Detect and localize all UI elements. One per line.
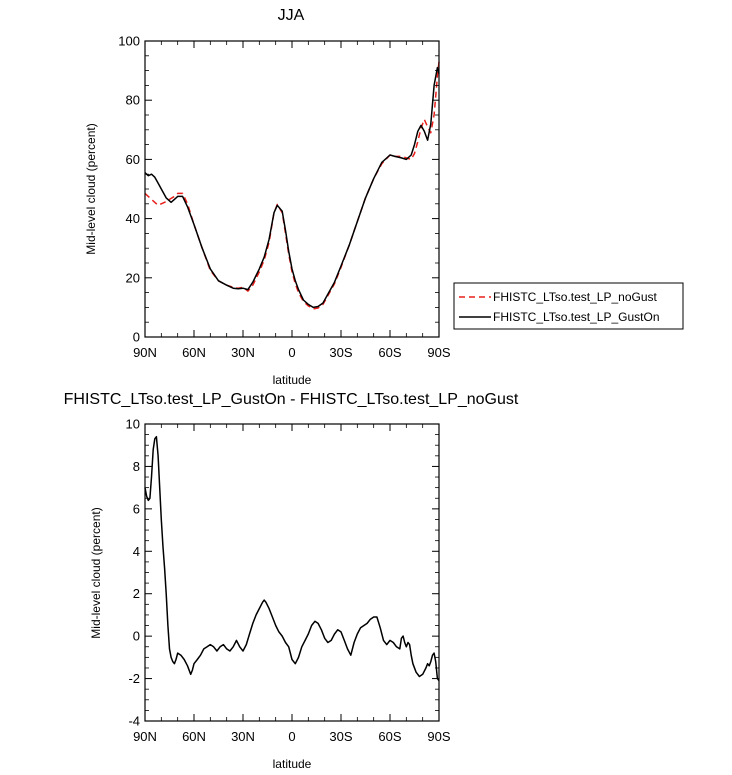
bottom-y-tick-label: 6 — [133, 501, 140, 516]
top-chart-title: JJA — [278, 7, 305, 24]
bottom-series-line-0 — [144, 435, 440, 682]
bottom-x-tick-label: 30N — [231, 729, 255, 744]
bottom-x-axis-label: latitude — [273, 757, 312, 771]
top-x-tick-label: 90S — [427, 345, 450, 360]
bottom-plot-frame — [144, 423, 440, 722]
top-y-axis-label: Mid-level cloud (percent) — [84, 123, 98, 254]
top-y-tick-label: 60 — [126, 152, 140, 167]
bottom-panel: FHISTC_LTso.test_LP_GustOn - FHISTC_LTso… — [64, 391, 519, 771]
top-x-tick-label: 60S — [378, 345, 401, 360]
top-ticks-group: 90N 60N 30N 0 30S 60S 90S 0 20 40 60 80 100 — [118, 34, 451, 361]
bottom-y-tick-label: -4 — [128, 714, 140, 729]
top-y-tick-label: 0 — [133, 330, 140, 345]
bottom-x-tick-label: 60N — [182, 729, 206, 744]
top-y-tick-label: 20 — [126, 270, 140, 285]
bottom-y-tick-label: 0 — [133, 629, 140, 644]
bottom-y-tick-label: 4 — [133, 544, 140, 559]
top-x-tick-label: 60N — [182, 345, 206, 360]
bottom-x-tick-label: 30S — [329, 729, 352, 744]
bottom-x-tick-label: 60S — [378, 729, 401, 744]
top-series-group — [144, 61, 440, 310]
bottom-x-tick-label: 90N — [133, 729, 157, 744]
bottom-y-tick-label: 2 — [133, 586, 140, 601]
top-x-tick-label: 0 — [288, 345, 295, 360]
bottom-y-tick-label: 8 — [133, 459, 140, 474]
bottom-y-axis-label: Mid-level cloud (percent) — [89, 507, 103, 638]
top-x-tick-label: 30N — [231, 345, 255, 360]
top-plot-frame — [144, 40, 440, 338]
top-y-tick-label: 40 — [126, 211, 140, 226]
legend-box — [453, 282, 684, 330]
legend-label-nogust: FHISTC_LTso.test_LP_noGust — [493, 290, 658, 304]
bottom-x-tick-label: 90S — [427, 729, 450, 744]
legend: FHISTC_LTso.test_LP_noGust FHISTC_LTso.t… — [453, 282, 684, 330]
bottom-chart-title: FHISTC_LTso.test_LP_GustOn - FHISTC_LTso… — [64, 391, 519, 408]
top-panel: JJA 90N 60N 30N 0 30S 60S 90S 0 20 40 60 80 100 lati… — [84, 7, 684, 387]
top-series-line-1 — [144, 66, 440, 309]
bottom-series-group — [144, 435, 440, 682]
bottom-x-tick-label: 0 — [288, 729, 295, 744]
top-y-tick-label: 100 — [118, 34, 140, 49]
bottom-y-tick-label: 10 — [126, 417, 140, 432]
top-series-line-0 — [144, 61, 440, 310]
bottom-y-tick-label: -2 — [128, 671, 140, 686]
legend-label-guston: FHISTC_LTso.test_LP_GustOn — [493, 310, 660, 324]
top-y-tick-label: 80 — [126, 93, 140, 108]
top-x-tick-label: 90N — [133, 345, 157, 360]
top-x-tick-label: 30S — [329, 345, 352, 360]
top-x-axis-label: latitude — [273, 373, 312, 387]
bottom-ticks-group: 90N 60N 30N 0 30S 60S 90S -4 -2 0 2 4 6 8 10 — [126, 417, 451, 745]
